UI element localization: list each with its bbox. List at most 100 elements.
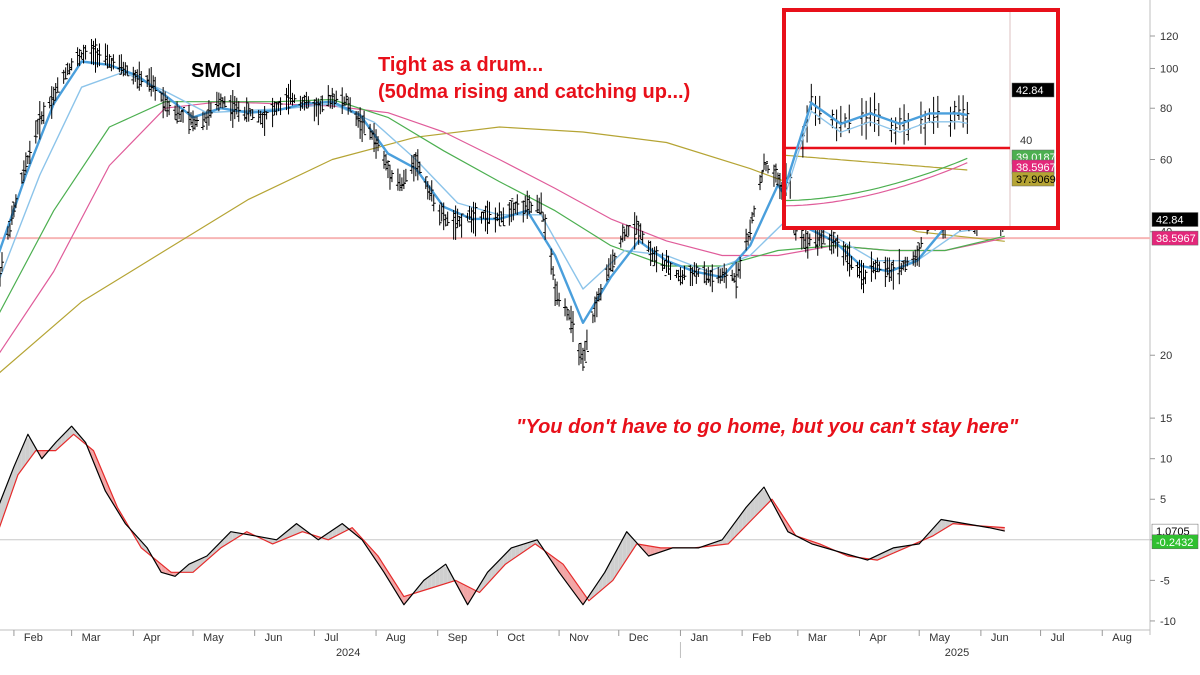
osc-fill-segment bbox=[17, 448, 22, 475]
price-bar bbox=[399, 177, 404, 192]
osc-fill-segment bbox=[272, 539, 277, 544]
price-bar bbox=[569, 305, 574, 334]
price-bar bbox=[773, 163, 778, 183]
price-bar bbox=[244, 97, 249, 123]
price-bar bbox=[551, 266, 556, 281]
month-label: Aug bbox=[386, 632, 406, 644]
inset-tick-label: 40 bbox=[1020, 135, 1032, 147]
price-bar bbox=[91, 40, 96, 66]
osc-signal-label-box bbox=[1151, 534, 1199, 550]
price-bar bbox=[69, 58, 74, 71]
oscillator-panel: 151050-5-10 bbox=[0, 413, 1176, 628]
price-bar bbox=[507, 202, 512, 226]
price-bar bbox=[389, 170, 394, 183]
osc-fill-segment bbox=[29, 437, 34, 459]
osc-fill-segment bbox=[431, 571, 436, 588]
price-tick-label: 80 bbox=[1160, 103, 1172, 115]
headline-annotation: Tight as a drum... (50dma rising and cat… bbox=[378, 52, 690, 106]
inset-highlight-border bbox=[782, 8, 1060, 230]
price-bar bbox=[863, 269, 868, 285]
price-bar bbox=[805, 231, 810, 259]
price-bar bbox=[459, 213, 464, 238]
osc-fill-segment bbox=[383, 565, 388, 579]
price-bar bbox=[654, 246, 659, 273]
osc-fill-segment bbox=[610, 553, 615, 583]
price-bar bbox=[604, 264, 609, 282]
ma-last-label-text: 38.5967 bbox=[1156, 233, 1196, 245]
month-label: Jul bbox=[1051, 632, 1065, 644]
osc-fill-segment bbox=[582, 592, 587, 605]
osc-fill-segment bbox=[97, 460, 102, 482]
osc-fill-segment bbox=[941, 519, 946, 531]
price-bar bbox=[429, 180, 434, 202]
price-bar bbox=[919, 237, 924, 249]
month-label: Apr bbox=[870, 632, 887, 644]
price-bar bbox=[83, 45, 88, 60]
osc-fill-segment bbox=[626, 531, 631, 560]
price-bar bbox=[236, 101, 241, 122]
osc-fill-segment bbox=[284, 530, 289, 539]
month-label: Oct bbox=[507, 632, 524, 644]
osc-fill-segment bbox=[650, 546, 655, 556]
price-bar bbox=[23, 152, 28, 173]
osc-fill-segment bbox=[387, 571, 392, 586]
osc-fill-segment bbox=[439, 565, 444, 586]
osc-tick-label: -5 bbox=[1160, 575, 1170, 587]
month-label: Sep bbox=[448, 632, 468, 644]
osc-fill-segment bbox=[750, 498, 755, 522]
price-bar bbox=[119, 54, 124, 75]
price-bar bbox=[264, 111, 269, 120]
price-bar bbox=[515, 194, 520, 216]
osc-fill-segment bbox=[145, 545, 150, 555]
price-bar bbox=[582, 340, 587, 363]
price-bar bbox=[443, 214, 448, 227]
price-bar bbox=[913, 249, 918, 267]
osc-fill-segment bbox=[268, 538, 273, 544]
osc-fill-segment bbox=[427, 574, 432, 590]
price-bar bbox=[387, 160, 392, 190]
price-bar bbox=[845, 245, 850, 272]
osc-fill-segment bbox=[376, 553, 381, 567]
month-label: Mar bbox=[82, 632, 101, 644]
osc-fill-segment bbox=[762, 489, 767, 510]
price-bar bbox=[260, 112, 265, 128]
osc-fill-segment bbox=[742, 507, 747, 530]
price-bar bbox=[565, 306, 570, 321]
price-bar bbox=[33, 120, 38, 144]
price-bar bbox=[584, 329, 589, 352]
inset-value-label: 38.5967 bbox=[1011, 159, 1056, 175]
osc-fill-segment bbox=[646, 545, 651, 556]
osc-tick-label: 5 bbox=[1160, 494, 1166, 506]
osc-fill-segment bbox=[754, 493, 759, 518]
osc-fill-segment bbox=[228, 532, 233, 543]
price-bar bbox=[513, 202, 518, 214]
price-bar bbox=[79, 51, 84, 60]
price-bar bbox=[397, 173, 402, 192]
price-bar bbox=[801, 233, 806, 249]
price-bar bbox=[415, 149, 420, 181]
headline-line-1: Tight as a drum... bbox=[378, 54, 544, 76]
price-bar bbox=[41, 102, 46, 124]
osc-fill-segment bbox=[654, 546, 659, 555]
price-last-label-box bbox=[1151, 212, 1199, 227]
price-bar bbox=[385, 160, 390, 179]
price-bar bbox=[730, 269, 735, 282]
price-bar bbox=[497, 202, 502, 227]
price-bar bbox=[765, 162, 770, 174]
inset-price-bar bbox=[965, 101, 970, 134]
osc-fill-segment bbox=[746, 502, 751, 526]
price-bar bbox=[242, 106, 247, 121]
price-bar bbox=[9, 205, 14, 225]
price-bar bbox=[135, 69, 140, 89]
osc-fill-segment bbox=[200, 556, 205, 566]
osc-fill-segment bbox=[555, 558, 560, 573]
price-bar bbox=[905, 256, 910, 267]
price-bar bbox=[748, 219, 753, 241]
osc-fill-segment bbox=[785, 520, 790, 533]
osc-fill-segment bbox=[618, 539, 623, 572]
price-bar bbox=[175, 101, 180, 124]
inset-ma-line bbox=[785, 154, 968, 171]
price-bar bbox=[465, 212, 470, 223]
month-label: Feb bbox=[24, 632, 43, 644]
